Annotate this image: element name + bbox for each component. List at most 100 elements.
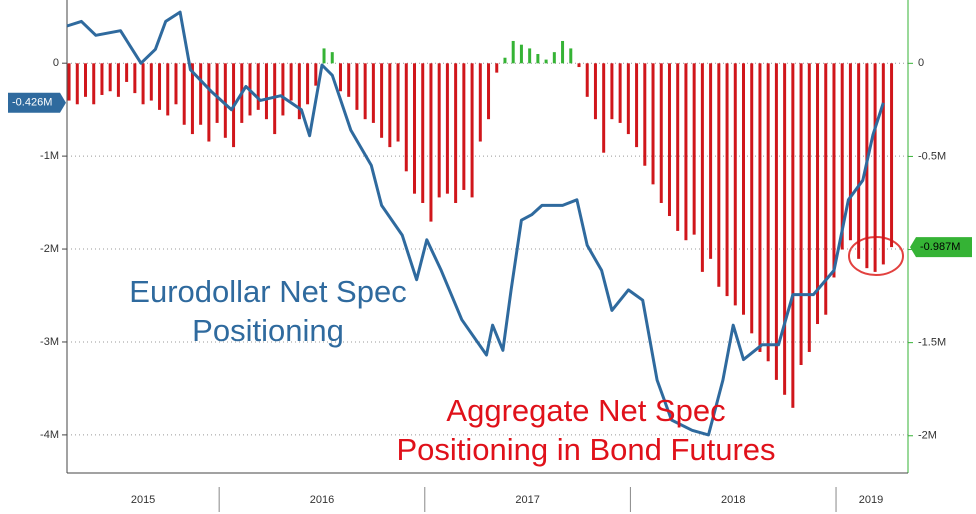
bar [840,63,844,250]
y-tick-label: -1M [40,150,59,162]
bar [75,63,79,105]
value-flag: -0.426M [8,92,66,113]
bar [67,63,71,101]
bar [684,63,688,241]
bar [330,52,334,64]
bar [676,63,680,231]
bar [256,63,260,110]
bar [585,63,589,97]
bar [807,63,811,352]
bar [421,63,425,203]
bar [635,63,639,148]
bar [166,63,170,116]
bar [314,63,318,86]
bar [215,63,219,123]
bar [223,63,227,138]
y2-tick-label: -1.5M [918,337,946,349]
bar [602,63,606,153]
bar [643,63,647,166]
bar [742,63,746,315]
bar [404,63,408,172]
bar [832,63,836,278]
bar [289,63,293,101]
y2-tick-label: -0.5M [918,150,946,162]
bar [297,63,301,120]
bar [774,63,778,380]
bar [692,63,696,235]
bar [766,63,770,362]
x-tick-label: 2017 [515,494,539,506]
bar [577,63,581,68]
bar [552,52,556,64]
bar [503,57,507,64]
bar [273,63,277,135]
bar [561,40,565,64]
series-label: Aggregate Net Spec [446,393,725,428]
bar [182,63,186,125]
y-tick-label: -4M [40,429,59,441]
bar [659,63,663,203]
bar [873,63,877,272]
bar [824,63,828,315]
bar [174,63,178,105]
series-label: Eurodollar Net Spec [129,274,406,309]
bar [667,63,671,217]
bar [141,63,145,105]
bar [791,63,795,408]
bar [593,63,597,120]
flag-shape [910,237,972,258]
bar [363,63,367,120]
bar [125,63,129,82]
bar [799,63,803,365]
bar [437,63,441,198]
bar [454,63,458,203]
bar [626,63,630,135]
y-tick-label: -3M [40,336,59,348]
bar [519,44,523,64]
bar [149,63,153,101]
bar [347,63,351,97]
y-tick-label: 0 [53,57,59,69]
bar [199,63,203,125]
bar [717,63,721,287]
y2-tick-label: 0 [918,57,924,69]
bar [388,63,392,148]
bar [462,63,466,190]
y2-tick-label: -2M [918,430,937,442]
bar [848,63,852,241]
flag-label: -0.426M [12,97,52,109]
bar [338,63,342,92]
bar [758,63,762,352]
bar [544,59,548,64]
bar [651,63,655,185]
bar [413,63,417,194]
bar [618,63,622,123]
x-tick-label: 2019 [859,494,883,506]
bar [783,63,787,395]
bar [158,63,162,110]
bar [108,63,112,92]
series-label: Positioning in Bond Futures [396,432,775,467]
flag-label: -0.987M [920,241,960,253]
bar [536,54,540,64]
bar [750,63,754,334]
bar [569,48,573,64]
bar [281,63,285,116]
y-tick-label: -2M [40,243,59,255]
bar [890,63,894,248]
bar [306,63,310,105]
bar [610,63,614,120]
bar [396,63,400,142]
bar [528,48,532,64]
bar [190,63,194,135]
bar [881,63,885,265]
bar [857,63,861,259]
bar [733,63,737,306]
x-tick-label: 2016 [310,494,334,506]
bar [380,63,384,138]
bar [487,63,491,120]
line [66,10,885,437]
bar [816,63,820,325]
bar [429,63,433,222]
